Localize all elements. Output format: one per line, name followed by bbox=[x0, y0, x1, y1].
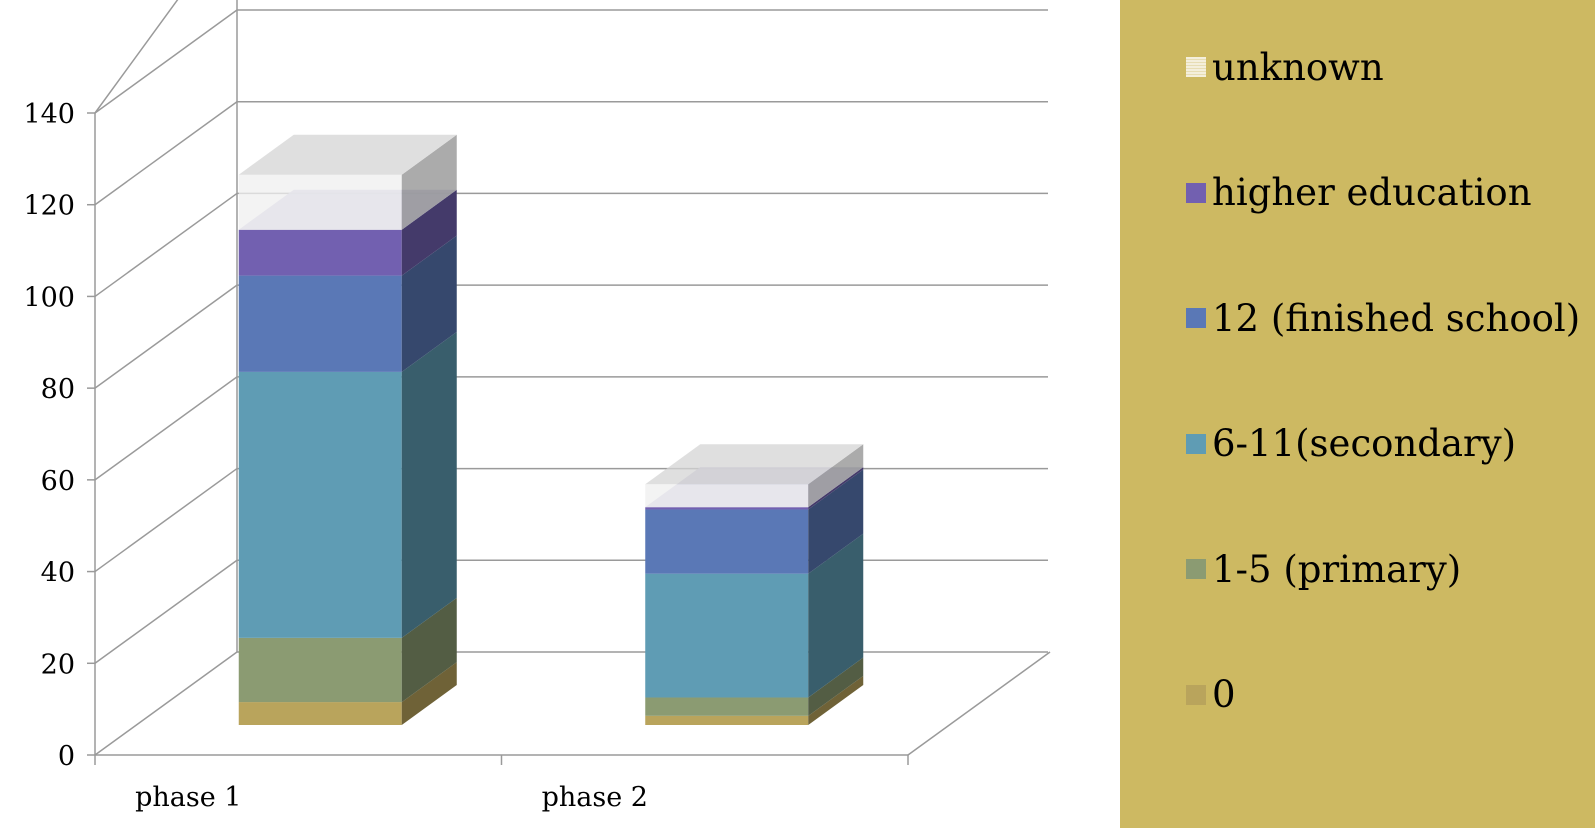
legend-swatch bbox=[1186, 57, 1206, 77]
bar-segment bbox=[645, 675, 864, 725]
bar-side-face bbox=[401, 331, 457, 638]
bar-front-face bbox=[238, 371, 402, 638]
bar-front-face bbox=[238, 275, 402, 372]
category-label: phase 2 bbox=[542, 782, 648, 813]
bar-front-face bbox=[645, 484, 809, 508]
bar-side-face bbox=[401, 662, 457, 725]
legend-item: unknown bbox=[1186, 45, 1384, 89]
bar-side-face bbox=[401, 189, 457, 276]
category-label: phase 1 bbox=[135, 782, 241, 813]
legend-label: unknown bbox=[1212, 45, 1384, 89]
bar-side-face bbox=[808, 675, 864, 725]
bar-side-face bbox=[808, 467, 864, 510]
y-tick-label: 140 bbox=[23, 99, 75, 130]
bar-front-face bbox=[645, 573, 809, 698]
bar-front-face bbox=[645, 697, 809, 716]
bar-front-face bbox=[645, 715, 809, 725]
bar-stack-phase-2 bbox=[645, 444, 864, 725]
bar-stack-phase-1 bbox=[238, 134, 457, 725]
legend-swatch bbox=[1186, 433, 1206, 454]
legend-item: higher education bbox=[1186, 171, 1532, 215]
gridline-diagonal bbox=[94, 9, 238, 114]
bar-side-face bbox=[808, 533, 864, 698]
category-labels: phase 1 phase 2 bbox=[135, 782, 648, 813]
gridline-diagonal bbox=[94, 559, 238, 664]
bar-side-face bbox=[401, 235, 457, 372]
bar-segment bbox=[238, 331, 457, 638]
y-tick-label: 40 bbox=[41, 558, 75, 589]
bar-segment bbox=[238, 662, 457, 725]
y-tick-label: 120 bbox=[23, 191, 75, 222]
bar-side-face bbox=[401, 597, 457, 703]
bar-segment bbox=[645, 469, 864, 574]
legend-item: 6-11(secondary) bbox=[1186, 422, 1516, 466]
bars bbox=[238, 134, 864, 725]
legend-swatch bbox=[1186, 182, 1206, 203]
legend-label: 0 bbox=[1212, 673, 1236, 716]
gridline-diagonal bbox=[94, 192, 238, 298]
chart-plot-area: 0 20 40 60 80 100 120 140 phase 1 phase 2 bbox=[23, 0, 1051, 813]
bar-segment bbox=[645, 444, 864, 508]
legend-item: 0 bbox=[1186, 673, 1236, 717]
bar-segment bbox=[238, 134, 457, 230]
bar-front-face bbox=[238, 174, 402, 230]
gridline-diagonal bbox=[94, 101, 238, 206]
legend-label: 12 (finished school) bbox=[1212, 296, 1581, 340]
legend-item: 12 (finished school) bbox=[1186, 296, 1580, 340]
gridline-diagonal bbox=[94, 467, 238, 573]
legend-swatch bbox=[1186, 684, 1206, 705]
gridline-diagonal bbox=[94, 651, 238, 756]
y-tick-label: 80 bbox=[41, 374, 75, 405]
gridlines bbox=[94, 0, 1048, 756]
bar-side-face bbox=[808, 657, 864, 716]
bar-front-face bbox=[238, 229, 402, 276]
gridline-diagonal bbox=[94, 284, 238, 389]
bar-segment bbox=[645, 533, 864, 698]
bar-front-face bbox=[645, 509, 809, 574]
legend-item: 1-5 (primary) bbox=[1186, 547, 1461, 591]
bar-front-face bbox=[238, 702, 402, 725]
y-tick-labels: 0 20 40 60 80 100 120 140 bbox=[23, 99, 75, 772]
bar-top-face bbox=[645, 444, 864, 485]
y-tick-label: 60 bbox=[41, 466, 75, 497]
legend-label: higher education bbox=[1212, 171, 1532, 214]
legend-swatch bbox=[1186, 559, 1206, 579]
y-tick-label: 20 bbox=[41, 649, 75, 680]
legend-label: 1-5 (primary) bbox=[1212, 547, 1462, 591]
legend: unknown higher education 12 (finished scho… bbox=[1120, 0, 1595, 828]
gridline-diagonal bbox=[94, 376, 238, 481]
bar-front-face bbox=[645, 507, 809, 510]
bar-segment bbox=[238, 597, 457, 703]
floor-right-edge bbox=[907, 651, 1051, 756]
legend-swatch bbox=[1186, 308, 1206, 328]
bar-side-face bbox=[808, 469, 864, 574]
legend-label: 6-11(secondary) bbox=[1212, 422, 1517, 465]
bar-side-face bbox=[401, 134, 457, 230]
bar-segment bbox=[645, 657, 864, 716]
bar-top-face bbox=[238, 134, 457, 175]
y-tick-label: 100 bbox=[23, 282, 75, 313]
y-tick-label: 0 bbox=[58, 741, 75, 772]
bar-front-face bbox=[238, 637, 402, 703]
bar-segment bbox=[238, 235, 457, 372]
bar-side-face bbox=[808, 444, 864, 508]
left-wall-top bbox=[94, 0, 179, 114]
axes bbox=[87, 112, 1051, 765]
